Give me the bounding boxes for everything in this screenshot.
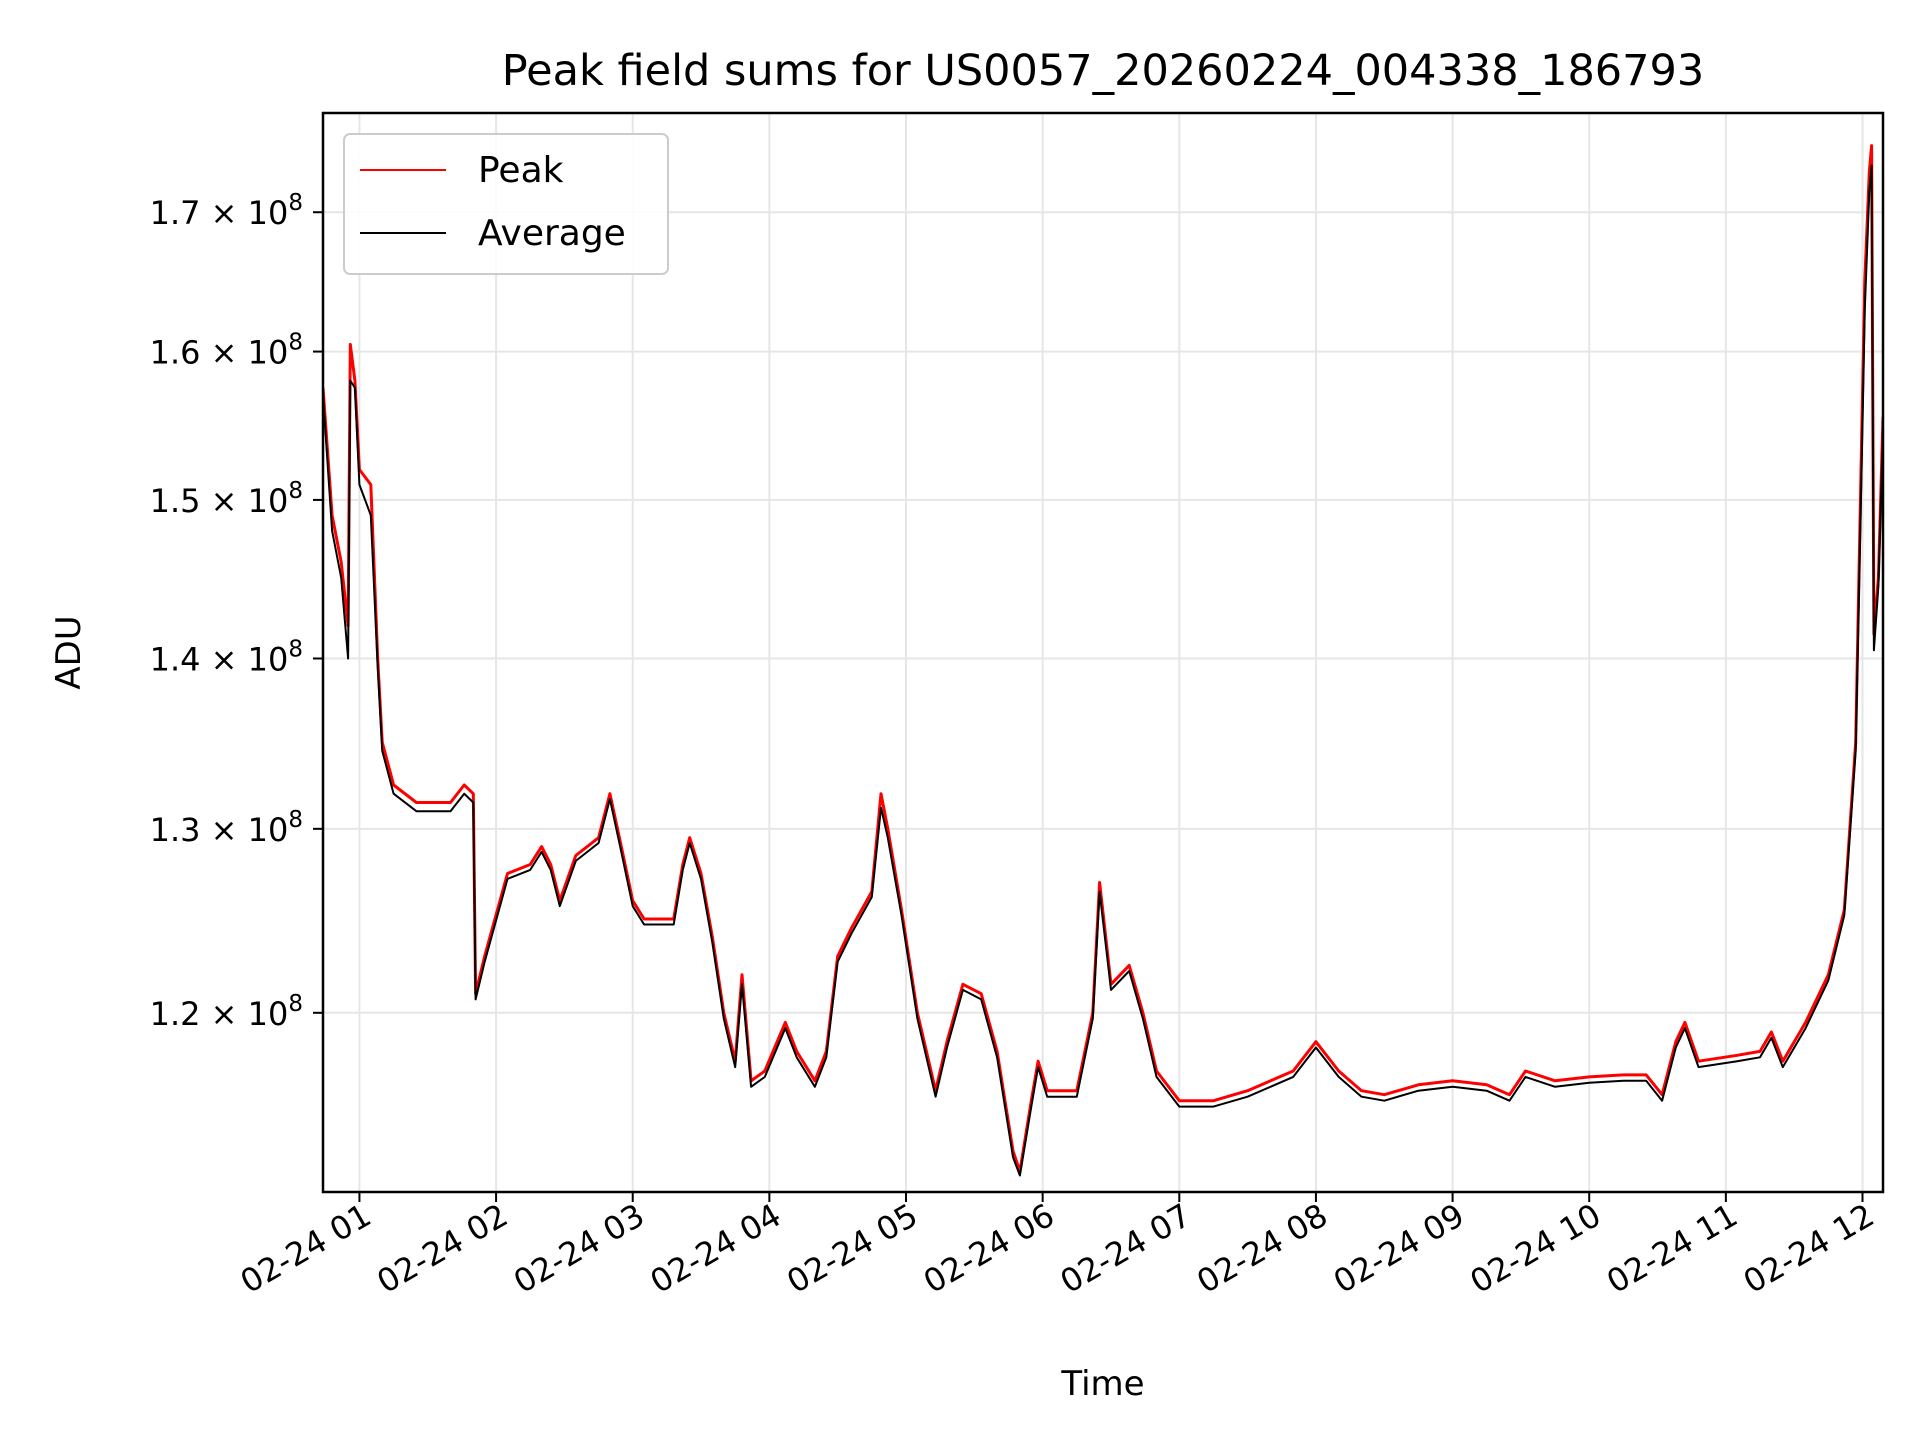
grid-layer <box>323 113 1883 1192</box>
x-axis-label: Time <box>1060 1364 1144 1404</box>
plot-layer <box>323 144 1883 1177</box>
y-tick-label: 1.7 × 108 <box>150 190 303 232</box>
legend-label-average: Average <box>478 213 626 254</box>
y-tick-label: 1.5 × 108 <box>150 478 303 520</box>
legend: Peak Average <box>343 133 669 275</box>
y-tick-label: 1.6 × 108 <box>150 330 303 372</box>
chart-title: Peak field sums for US0057_20260224_0043… <box>502 46 1705 96</box>
plot-frame <box>321 111 1885 1194</box>
y-axis-label: ADU <box>49 615 89 689</box>
y-tick-label: 1.2 × 108 <box>150 991 303 1033</box>
y-tick-label: 1.4 × 108 <box>150 636 303 678</box>
series-line-average <box>323 164 1883 1177</box>
series-line-peak <box>323 144 1883 1173</box>
y-tick-label: 1.3 × 108 <box>150 807 303 849</box>
legend-label-peak: Peak <box>478 150 564 191</box>
